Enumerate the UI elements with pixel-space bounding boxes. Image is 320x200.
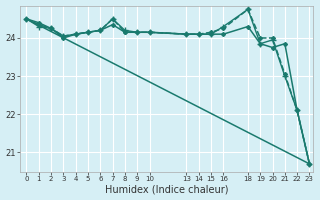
X-axis label: Humidex (Indice chaleur): Humidex (Indice chaleur): [105, 184, 228, 194]
